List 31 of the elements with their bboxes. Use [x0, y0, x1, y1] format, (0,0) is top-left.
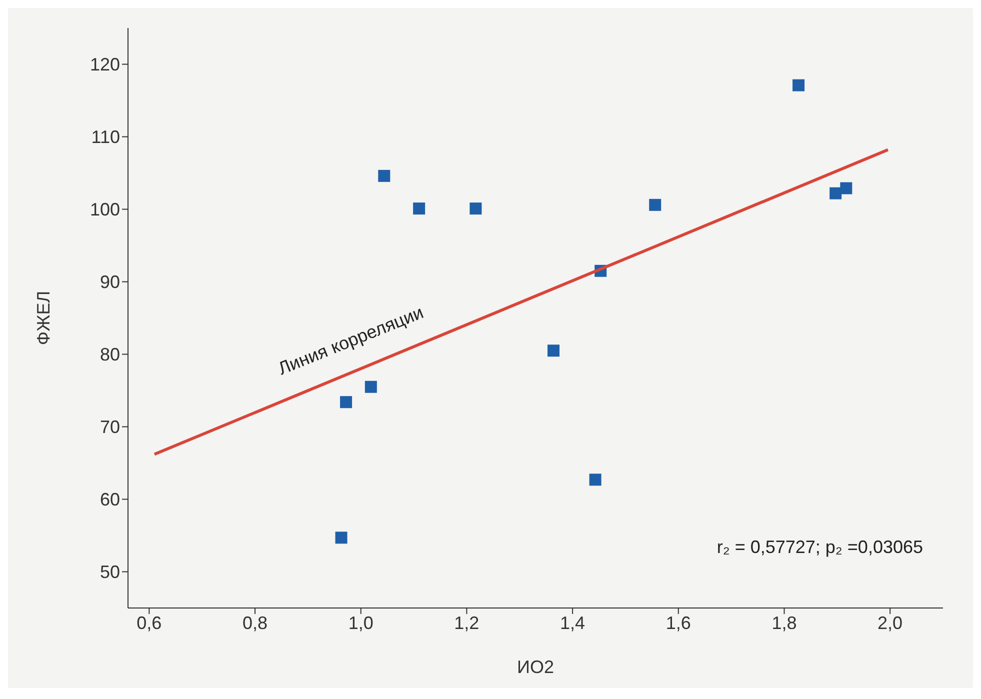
y-tick-label: 80: [100, 344, 120, 365]
x-tick-label: 0,6: [136, 612, 162, 633]
point: [649, 198, 662, 211]
x-tick-label: 1,2: [454, 612, 480, 633]
y-tick-label: 120: [90, 54, 120, 75]
point: [470, 202, 482, 215]
point: [547, 344, 560, 357]
y-tick-label: 60: [100, 490, 120, 510]
x-tick-label: 0,8: [242, 612, 268, 633]
y-tick-label: 110: [91, 127, 120, 148]
x-tick-label: 2,0: [878, 612, 903, 633]
y-tick-label: 90: [100, 272, 120, 292]
y-tick-label: 50: [100, 562, 120, 582]
y-axis-title: ФЖЕЛ: [33, 290, 54, 346]
x-tick-label: 1,8: [772, 612, 797, 633]
point: [340, 396, 352, 408]
point: [589, 474, 602, 486]
x-tick-label: 1,4: [560, 612, 586, 633]
x-tick-label: 1,0: [348, 612, 374, 633]
annotation: r₂ = 0,57727; p₂ =0,03065: [716, 537, 923, 558]
y-tick-label: 70: [100, 417, 120, 438]
point: [364, 380, 377, 393]
point: [792, 79, 805, 92]
x-tick-label: 1,6: [666, 612, 691, 633]
point: [378, 170, 390, 182]
point: [413, 202, 426, 215]
y-tick-label: 100: [90, 200, 120, 220]
x-axis-title: ИО2: [517, 657, 554, 677]
point: [830, 187, 842, 200]
point: [840, 182, 852, 194]
point: [335, 532, 348, 544]
